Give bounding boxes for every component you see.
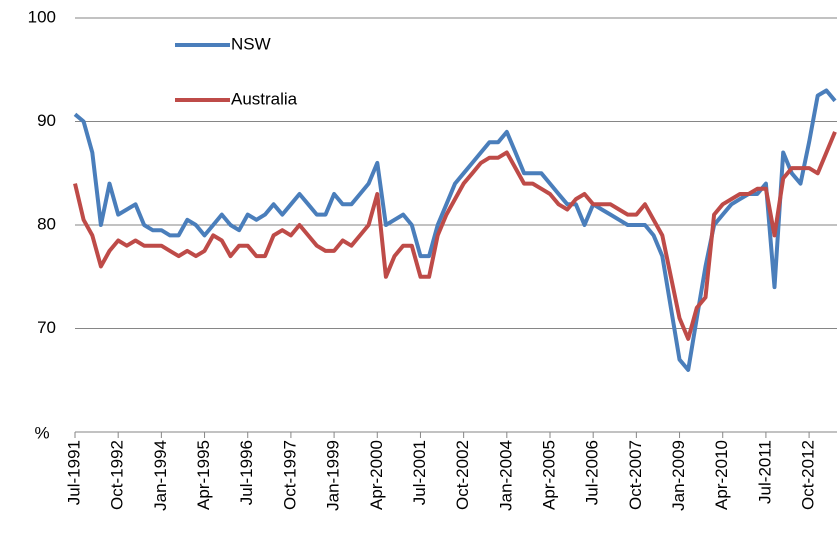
legend-label: NSW — [231, 34, 271, 53]
x-tick-label: Jan-1999 — [324, 440, 343, 511]
x-tick-label: Apr-2010 — [712, 440, 731, 510]
x-tick-label: Jul-2006 — [583, 440, 602, 505]
x-tick-label: Jul-1996 — [237, 440, 256, 505]
x-tick-label: Oct-1992 — [108, 440, 127, 510]
y-tick-label: 100 — [28, 7, 56, 26]
x-tick-label: Jan-2009 — [669, 440, 688, 511]
y-tick-label: 70 — [37, 318, 56, 337]
x-tick-label: Apr-2005 — [539, 440, 558, 510]
x-tick-label: Apr-1995 — [194, 440, 213, 510]
x-tick-label: Oct-2007 — [626, 440, 645, 510]
x-tick-label: Jul-1991 — [64, 440, 83, 505]
legend-label: Australia — [231, 89, 298, 108]
x-tick-label: Oct-2012 — [799, 440, 818, 510]
x-tick-label: Jul-2001 — [410, 440, 429, 505]
y-axis-label: % — [34, 423, 49, 442]
x-tick-label: Oct-2002 — [453, 440, 472, 510]
x-tick-label: Apr-2000 — [367, 440, 386, 510]
y-tick-label: 90 — [37, 111, 56, 130]
y-tick-label: 80 — [37, 214, 56, 233]
series-line — [73, 131, 837, 341]
x-tick-label: Oct-1997 — [280, 440, 299, 510]
series-line — [73, 88, 837, 372]
x-tick-label: Jul-2011 — [755, 440, 774, 504]
x-tick-label: Jan-1994 — [151, 440, 170, 511]
x-tick-label: Jan-2004 — [496, 440, 515, 511]
